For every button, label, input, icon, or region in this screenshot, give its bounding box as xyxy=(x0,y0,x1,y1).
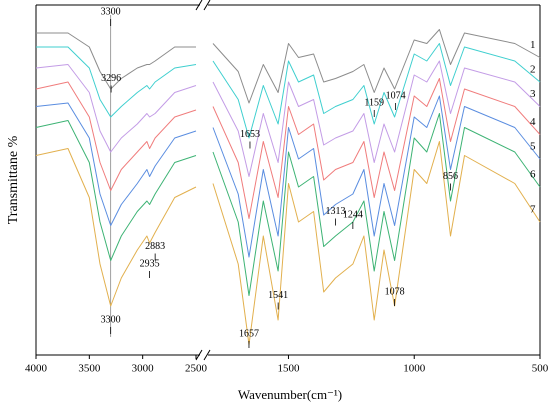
spectrum-line xyxy=(212,60,541,177)
annotation: 856 xyxy=(443,171,458,182)
spectrum-line xyxy=(36,32,196,90)
x-tick-label: 3000 xyxy=(132,363,155,375)
annotation: 1313 xyxy=(325,206,345,217)
spectrum-line xyxy=(35,148,197,307)
axis-break xyxy=(195,0,211,11)
spectrum-line xyxy=(212,43,541,139)
spectrum-line xyxy=(36,46,197,118)
series-label: 6 xyxy=(530,169,536,181)
spectrum-line xyxy=(35,102,197,226)
annotation: 1244 xyxy=(343,209,363,220)
x-tick-label: 4000 xyxy=(25,363,48,375)
annotation: 1074 xyxy=(386,90,406,101)
annotation: 3296 xyxy=(101,73,121,84)
annotation: 1159 xyxy=(364,97,384,108)
axis-break xyxy=(195,349,211,361)
series-label: 5 xyxy=(530,141,536,153)
spectrum-line xyxy=(212,78,541,219)
x-tick-label: 500 xyxy=(532,363,549,375)
annotation: 2883 xyxy=(145,241,165,252)
series-label: 2 xyxy=(530,64,536,76)
x-tick-label: 1500 xyxy=(277,363,300,375)
x-tick-label: 3500 xyxy=(78,363,101,375)
spectrum-line xyxy=(212,141,541,345)
series-label: 7 xyxy=(530,204,536,216)
series-label: 3 xyxy=(530,88,536,100)
x-axis-label: Wavenumber(cm⁻¹) xyxy=(238,387,342,402)
annotation: 2935 xyxy=(140,258,160,269)
annotation: 1541 xyxy=(268,290,288,301)
spectrum-line xyxy=(212,29,541,104)
spectrum-line xyxy=(35,81,197,191)
spectrum-line xyxy=(35,120,197,261)
annotation: 3300 xyxy=(101,314,121,325)
spectrum-line xyxy=(212,95,541,258)
annotation: 3300 xyxy=(101,6,121,17)
series-label: 4 xyxy=(530,116,536,128)
annotation: 1653 xyxy=(240,129,260,140)
frame xyxy=(35,0,541,361)
spectrum-line xyxy=(212,113,541,296)
annotation: 1657 xyxy=(239,328,259,339)
x-tick-label: 2500 xyxy=(185,363,208,375)
x-tick-label: 1000 xyxy=(403,363,426,375)
series-label: 1 xyxy=(530,39,536,51)
spectrum-line xyxy=(35,64,197,153)
annotation: 1078 xyxy=(385,286,405,297)
y-axis-label: Transmittane % xyxy=(6,135,21,224)
